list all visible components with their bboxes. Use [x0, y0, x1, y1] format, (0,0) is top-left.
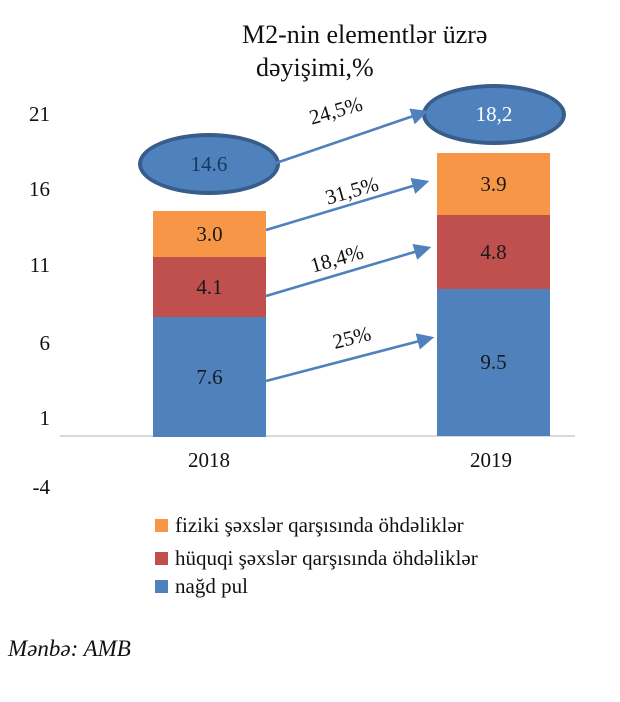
- total-value-2019: 18,2: [475, 102, 513, 126]
- legend-swatch-blue-icon: [155, 579, 168, 593]
- y-tick-6: 6: [39, 331, 51, 355]
- x-axis-line: [60, 435, 575, 437]
- bar-2019-value-nagd-pul: 9.5: [480, 350, 507, 374]
- legend-label-fiziki: fiziki şəxslər qarşısında öhdəliklər: [175, 512, 464, 537]
- total-value-2018: 14.6: [190, 151, 228, 176]
- category-label-2018: 2018: [188, 448, 230, 472]
- bar-2019-segment-fiziki: 3.9: [437, 153, 550, 215]
- legend-label-nagd-pul: nağd pul: [175, 573, 248, 598]
- y-tick-1: 1: [39, 406, 51, 430]
- bar-2019-segment-huquqi: 4.8: [437, 215, 550, 289]
- total-ellipse-2018: 14.6: [138, 133, 280, 195]
- bar-2018-segment-nagd-pul: 7.6: [153, 317, 266, 437]
- legend-swatch-red-icon: [155, 551, 168, 565]
- category-label-2019: 2019: [470, 448, 512, 472]
- growth-label-nagd-pul: 25%: [330, 321, 374, 354]
- bar-2019-segment-nagd-pul: 9.5: [437, 289, 550, 436]
- bar-2019-value-fiziki: 3.9: [480, 171, 507, 196]
- bar-2018-value-huquqi: 4.1: [196, 274, 223, 299]
- bar-2018-segment-huquqi: 4.1: [153, 257, 266, 317]
- bar-2019-value-huquqi: 4.8: [480, 239, 507, 264]
- legend-label-huquqi: hüquqi şəxslər qarşısında öhdəliklər: [175, 545, 478, 570]
- growth-label-huquqi: 18,4%: [307, 239, 367, 278]
- legend-swatch-orange-icon: [155, 518, 168, 532]
- bar-2018-segment-fiziki: 3.0: [153, 211, 266, 257]
- total-ellipse-2019: 18,2: [422, 84, 566, 145]
- y-tick-11: 11: [29, 253, 50, 277]
- legend-item-fiziki: fiziki şəxslər qarşısında öhdəliklər: [155, 513, 464, 537]
- bar-2018-value-nagd-pul: 7.6: [196, 364, 223, 389]
- bar-2018-value-fiziki: 3.0: [196, 221, 223, 246]
- chart-title: M2-nin elementlər üzrə dəyişimi,%: [242, 18, 487, 84]
- y-tick-16: 16: [29, 177, 50, 201]
- chart-title-line1: M2-nin elementlər üzrə: [242, 20, 488, 49]
- growth-label-fiziki: 31,5%: [322, 171, 382, 210]
- legend-item-huquqi: hüquqi şəxslər qarşısında öhdəliklər: [155, 546, 478, 570]
- source-note: Mənbə: AMB: [8, 636, 131, 661]
- y-tick-neg4: -4: [32, 475, 51, 499]
- legend-item-nagd-pul: nağd pul: [155, 574, 248, 598]
- growth-label-total: 24,5%: [306, 91, 366, 130]
- y-tick-21: 21: [29, 102, 50, 126]
- chart-title-line2: dəyişimi,%: [256, 53, 374, 82]
